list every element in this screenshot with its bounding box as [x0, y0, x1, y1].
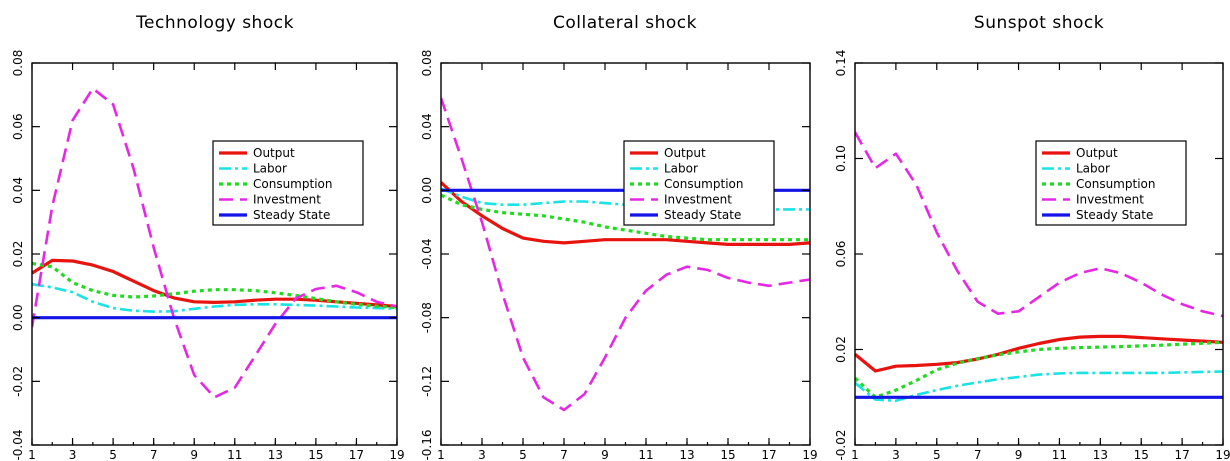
x-tick-label: 17 [1174, 448, 1189, 461]
legend-label: Investment [664, 193, 732, 207]
legend-label: Consumption [664, 177, 743, 191]
x-tick-label: 3 [478, 448, 486, 461]
x-tick-label: 11 [1052, 448, 1067, 461]
x-tick-label: 13 [679, 448, 694, 461]
legend-label: Investment [1076, 193, 1144, 207]
series-line-output [855, 334, 1223, 373]
x-tick-label: 15 [720, 448, 735, 461]
x-tick-label: 19 [389, 448, 404, 461]
y-tick-label: 0.06 [834, 241, 848, 268]
x-tick-label: 1 [28, 448, 36, 461]
x-tick-label: 15 [308, 448, 323, 461]
chart-title: Sunspot shock [974, 13, 1104, 33]
legend-label: Steady State [1076, 208, 1153, 222]
series-line-labor [855, 370, 1223, 403]
y-tick-label: 0.10 [834, 145, 848, 172]
y-tick-label: -0.02 [834, 429, 848, 460]
y-tick-label: 0.04 [420, 113, 434, 140]
x-tick-label: 7 [560, 448, 568, 461]
x-tick-label: 5 [933, 448, 941, 461]
x-tick-label: 5 [519, 448, 527, 461]
series-line-output [441, 181, 810, 246]
series-line-investment [441, 97, 810, 412]
y-tick-label: -0.16 [420, 429, 434, 460]
x-tick-label: 17 [349, 448, 364, 461]
x-tick-label: 9 [190, 448, 198, 461]
legend-label: Consumption [253, 177, 332, 191]
plot-frame [854, 62, 1224, 446]
y-tick-label: 0.02 [11, 241, 25, 268]
legend-label: Output [253, 146, 295, 160]
legend-label: Output [1076, 146, 1118, 160]
x-tick-label: 7 [974, 448, 982, 461]
y-tick-label: 0.08 [420, 50, 434, 77]
y-tick-label: 0.00 [420, 177, 434, 204]
x-tick-label: 1 [437, 448, 445, 461]
y-tick-label: 0.02 [834, 336, 848, 363]
x-tick-label: 5 [109, 448, 117, 461]
y-tick-label: 0.14 [834, 50, 848, 77]
y-tick-label: -0.02 [11, 366, 25, 397]
y-tick-label: 0.08 [11, 50, 25, 77]
x-tick-label: 7 [150, 448, 158, 461]
legend-label: Steady State [253, 208, 330, 222]
legend-label: Consumption [1076, 177, 1155, 191]
x-tick-label: 1 [851, 448, 859, 461]
plot-frame [440, 62, 811, 446]
x-tick-label: 3 [892, 448, 900, 461]
y-tick-label: -0.04 [420, 238, 434, 269]
plot-frame [31, 62, 398, 446]
y-tick-label: -0.04 [11, 429, 25, 460]
series-line-consumption [441, 193, 810, 242]
x-tick-label: 13 [268, 448, 283, 461]
series-line-investment [32, 87, 397, 399]
legend-label: Steady State [664, 208, 741, 222]
x-tick-label: 3 [69, 448, 77, 461]
x-tick-label: 9 [601, 448, 609, 461]
legend-label: Labor [664, 162, 698, 176]
series-line-consumption [855, 340, 1223, 399]
x-tick-label: 11 [227, 448, 242, 461]
legend-label: Investment [253, 193, 321, 207]
x-tick-label: 19 [1215, 448, 1230, 461]
legend-label: Labor [1076, 162, 1110, 176]
series-line-investment [855, 131, 1223, 318]
x-tick-label: 19 [802, 448, 817, 461]
legend-label: Labor [253, 162, 287, 176]
y-tick-label: 0.00 [11, 304, 25, 331]
x-tick-label: 15 [1134, 448, 1149, 461]
series-line-consumption [32, 261, 397, 310]
y-tick-label: -0.12 [420, 366, 434, 397]
legend-label: Output [664, 146, 706, 160]
y-tick-label: 0.04 [11, 177, 25, 204]
y-tick-label: 0.06 [11, 113, 25, 140]
chart-title: Collateral shock [553, 13, 697, 33]
y-tick-label: -0.08 [420, 302, 434, 333]
x-tick-label: 11 [638, 448, 653, 461]
x-tick-label: 9 [1015, 448, 1023, 461]
series-line-labor [32, 282, 397, 313]
x-tick-label: 13 [1093, 448, 1108, 461]
chart-title: Technology shock [135, 13, 294, 33]
x-tick-label: 17 [761, 448, 776, 461]
